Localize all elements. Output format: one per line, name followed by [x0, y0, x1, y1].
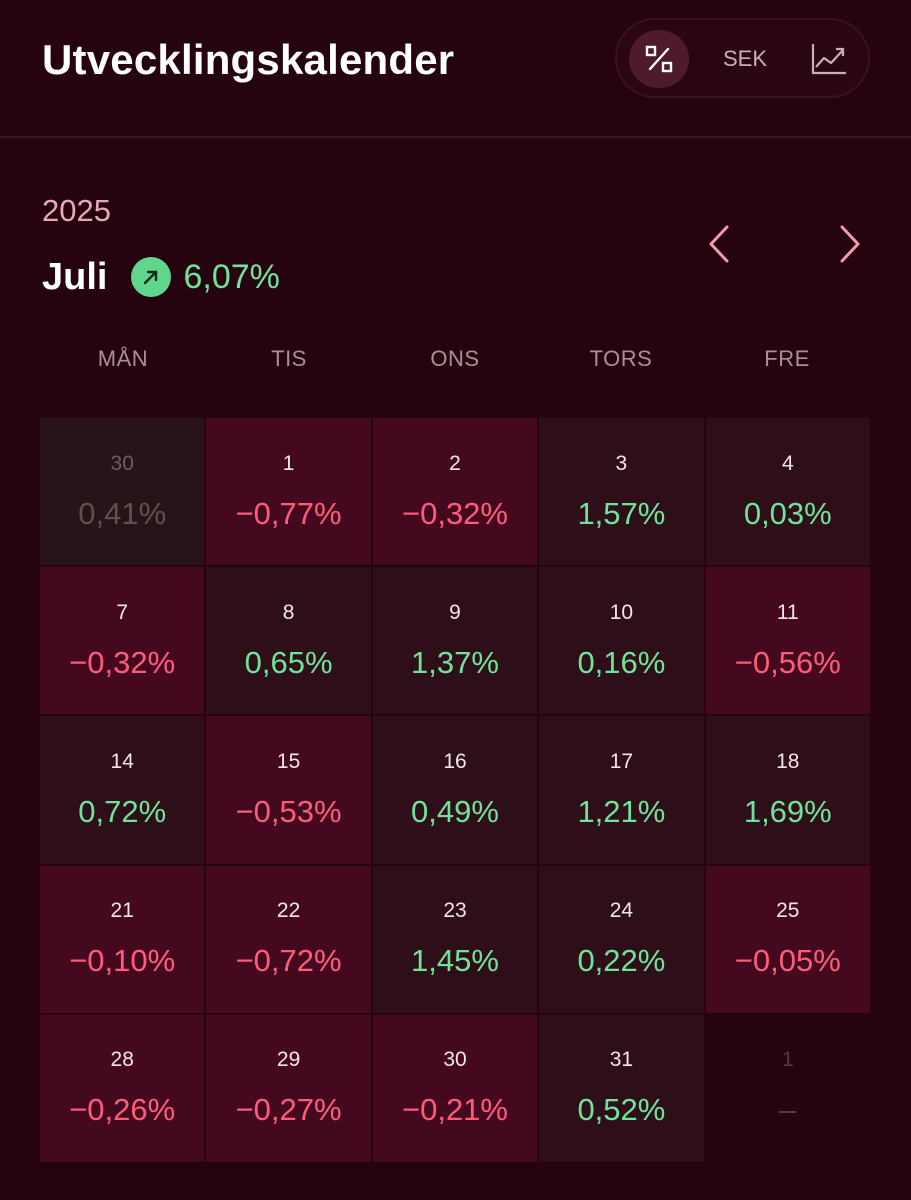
weekday-fri: FRE	[764, 346, 810, 371]
day-number: 11	[776, 600, 799, 624]
day-number: 10	[609, 600, 634, 624]
day-number: 17	[609, 749, 634, 773]
chevron-left-icon	[709, 225, 729, 263]
day-change-value: −0,05%	[734, 943, 841, 979]
day-change-value: −0,32%	[401, 495, 508, 531]
day-change-value: 0,65%	[244, 644, 333, 680]
day-number: 30	[443, 1048, 467, 1072]
day-change-value: 1,37%	[411, 644, 499, 680]
calendar-day-cell[interactable]: 4 0,03%	[705, 418, 870, 566]
header: Utvecklingskalender SEK	[0, 0, 911, 138]
day-change-value: −0,26%	[69, 1092, 176, 1128]
day-change-value: 1,45%	[411, 943, 499, 979]
day-change-value: 0,72%	[78, 793, 167, 829]
day-number: 1	[282, 451, 295, 475]
percent-icon	[645, 45, 673, 73]
calendar-grid: 30 0,41% 1 −0,77% 2 −0,32% 3 1,57% 4 0,03% 7 −0,32%…	[40, 418, 870, 1162]
calendar-day-cell[interactable]: 24 0,22%	[539, 865, 704, 1013]
month-change-value: 6,07%	[183, 257, 280, 296]
arrow-up-right-icon	[131, 257, 172, 297]
calendar-day-cell[interactable]: 10 0,16%	[539, 567, 704, 715]
percent-toggle-button[interactable]	[629, 30, 689, 88]
day-change-value: −0,53%	[235, 793, 342, 829]
calendar-day-cell[interactable]: 31 0,52%	[539, 1014, 704, 1162]
weekday-thu: TORS	[589, 346, 653, 371]
prev-month-button[interactable]	[697, 222, 741, 266]
day-change-value: −0,77%	[235, 495, 342, 531]
weekday-header: MÅN TIS ONS TORS FRE	[40, 346, 870, 380]
day-number: 16	[443, 749, 467, 773]
chart-toggle-button[interactable]	[799, 30, 859, 88]
calendar-day-cell[interactable]: 28 −0,26%	[40, 1014, 205, 1162]
calendar-day-cell[interactable]: 14 0,72%	[40, 716, 205, 864]
day-number: 31	[609, 1048, 634, 1072]
day-number: 3	[615, 451, 628, 475]
day-change-value: −0,27%	[235, 1092, 342, 1128]
calendar-day-cell[interactable]: 7 −0,32%	[40, 567, 205, 715]
weekday-wed: ONS	[430, 346, 480, 371]
day-number: 30	[110, 451, 134, 475]
calendar-day-cell[interactable]: 29 −0,27%	[206, 1014, 371, 1162]
calendar-day-cell[interactable]: 22 −0,72%	[206, 865, 371, 1013]
day-change-value: –	[779, 1092, 797, 1128]
view-toggle: SEK	[615, 18, 870, 98]
day-number: 9	[449, 600, 461, 624]
calendar-day-cell[interactable]: 25 −0,05%	[705, 865, 870, 1013]
day-number: 28	[110, 1048, 134, 1072]
day-number: 24	[609, 899, 634, 923]
calendar-day-cell[interactable]: 30 −0,21%	[372, 1014, 538, 1162]
chevron-right-icon	[840, 225, 860, 263]
day-number: 18	[776, 749, 800, 773]
day-change-value: −0,10%	[69, 943, 176, 979]
day-number: 4	[781, 451, 794, 475]
day-number: 1	[781, 1048, 794, 1072]
calendar-day-cell: 1–	[705, 1014, 870, 1162]
day-number: 7	[116, 600, 129, 624]
calendar-day-cell[interactable]: 2 −0,32%	[372, 418, 538, 566]
calendar-day-cell[interactable]: 1 −0,77%	[206, 418, 371, 566]
day-change-value: 1,69%	[743, 793, 832, 829]
calendar-day-cell[interactable]: 8 0,65%	[206, 567, 371, 715]
calendar-day-cell[interactable]: 17 1,21%	[539, 716, 704, 864]
sek-toggle-button[interactable]: SEK	[722, 46, 768, 71]
day-change-value: 0,41%	[78, 495, 167, 531]
calendar-day-cell[interactable]: 11 −0,56%	[705, 567, 870, 715]
trend-chart-icon	[811, 44, 846, 75]
next-month-button[interactable]	[828, 222, 872, 266]
page-title: Utvecklingskalender	[42, 36, 455, 83]
calendar-day-cell[interactable]: 3 1,57%	[539, 418, 704, 566]
calendar-day-cell[interactable]: 23 1,45%	[372, 865, 538, 1013]
day-change-value: 0,03%	[743, 495, 832, 531]
day-number: 29	[276, 1048, 301, 1072]
day-change-value: 0,22%	[577, 943, 666, 979]
day-change-value: −0,72%	[235, 943, 342, 979]
day-change-value: 0,49%	[411, 793, 499, 829]
calendar-day-cell[interactable]: 16 0,49%	[372, 716, 538, 864]
day-number: 15	[276, 749, 301, 773]
calendar-day-cell[interactable]: 9 1,37%	[372, 567, 538, 715]
day-change-value: 0,16%	[577, 644, 666, 680]
year-label: 2025	[42, 193, 111, 228]
month-label: Juli	[42, 255, 108, 298]
calendar-day-cell[interactable]: 30 0,41%	[40, 418, 205, 566]
calendar-day-cell[interactable]: 15 −0,53%	[206, 716, 371, 864]
day-change-value: 1,21%	[577, 793, 666, 829]
calendar-day-cell[interactable]: 18 1,69%	[705, 716, 870, 864]
day-change-value: 0,52%	[577, 1092, 666, 1128]
day-change-value: 1,57%	[577, 495, 666, 531]
day-number: 23	[443, 899, 467, 923]
calendar-day-cell[interactable]: 21 −0,10%	[40, 865, 205, 1013]
day-change-value: −0,32%	[69, 644, 176, 680]
weekday-tue: TIS	[271, 346, 307, 371]
day-number: 2	[449, 451, 461, 475]
day-number: 8	[282, 600, 295, 624]
day-number: 25	[776, 899, 800, 923]
day-number: 21	[110, 899, 134, 923]
day-change-value: −0,21%	[401, 1092, 508, 1128]
day-number: 22	[276, 899, 301, 923]
day-number: 14	[110, 749, 134, 773]
month-summary: Juli 6,07%	[42, 252, 280, 302]
day-change-value: −0,56%	[734, 644, 841, 680]
weekday-mon: MÅN	[97, 346, 149, 371]
